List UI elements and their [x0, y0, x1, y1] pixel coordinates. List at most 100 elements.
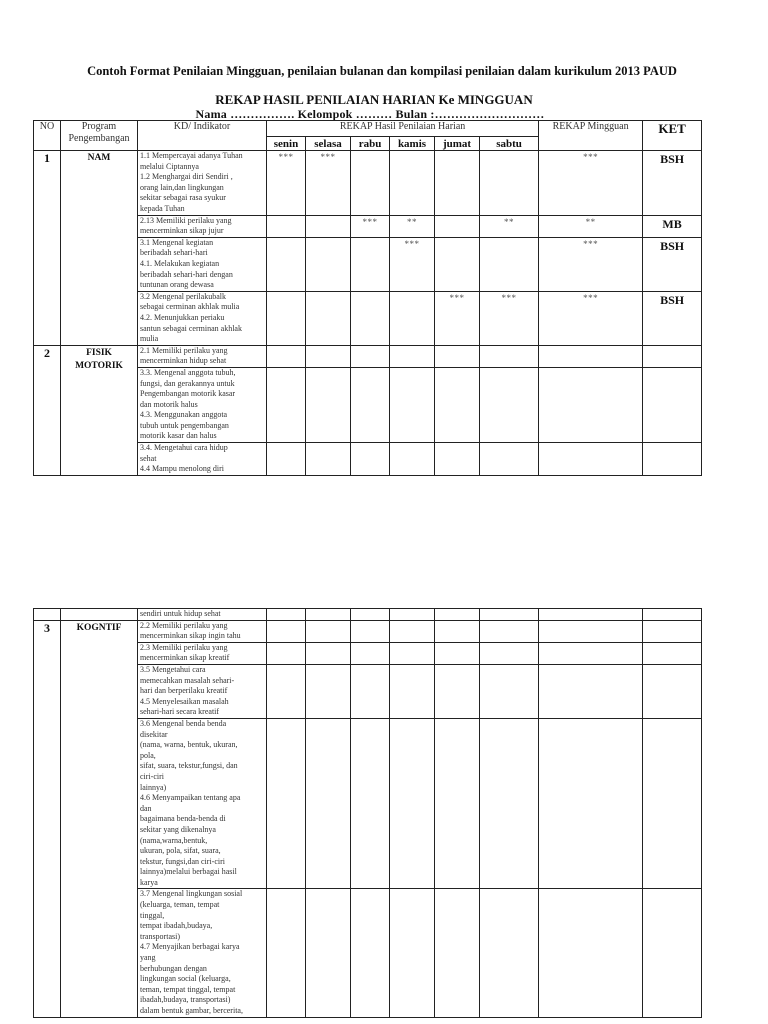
ket-value — [642, 442, 703, 476]
score-kamis: ** — [389, 214, 435, 238]
ket-value — [642, 641, 702, 665]
program-pengembangan: KOGNTIF — [60, 619, 138, 1018]
table-row: 2 FISIK MOTORIK 2.1 Memiliki perilaku yang… — [33, 344, 703, 476]
score-kamis — [389, 366, 435, 444]
table-row: 2.13 Memiliki perilaku yang mencerminkan… — [34, 214, 703, 238]
score-rabu — [350, 888, 390, 1018]
header-day-kamis: kamis — [389, 136, 435, 151]
score-mingguan: *** — [538, 150, 644, 216]
score-rabu — [350, 608, 390, 621]
kd-indikator: 3.5 Mengetahui cara memecahkan masalah s… — [137, 663, 267, 719]
score-sabtu — [478, 442, 540, 476]
kd-indikator: 2.13 Memiliki perilaku yang mencerminkan… — [137, 214, 267, 238]
score-rabu — [350, 641, 390, 665]
header-day-jumat: jumat — [434, 136, 480, 151]
score-jumat — [434, 214, 480, 238]
score-senin: *** — [266, 150, 306, 216]
score-jumat — [434, 442, 480, 476]
rekap-table-page-2: sendiri untuk hidup sehat 3 KOGNTIF 2.2 Mem… — [33, 608, 702, 1018]
score-kamis — [389, 641, 435, 665]
score-rabu — [350, 663, 390, 719]
score-rabu — [350, 366, 390, 444]
row-number: 2 — [33, 344, 61, 476]
score-jumat — [434, 717, 480, 890]
kd-indikator: 2.2 Memiliki perilaku yang mencerminkan … — [137, 619, 267, 643]
table-row: 3.3. Mengenal anggota tubuh, fungsi, dan… — [34, 366, 703, 444]
score-kamis — [389, 344, 435, 368]
score-kamis: *** — [389, 236, 435, 292]
program-pengembangan: FISIK MOTORIK — [60, 344, 138, 476]
document-title: Contoh Format Penilaian Mingguan, penila… — [87, 64, 677, 78]
score-selasa — [305, 641, 351, 665]
score-selasa — [305, 717, 351, 890]
kd-indikator: 3.1 Mengenal kegiatan beribadah sehari-h… — [137, 236, 267, 292]
ket-value: BSH — [642, 236, 703, 292]
rekap-table-page-1: NO Program Pengembangan KD/ Indikator RE… — [33, 120, 703, 476]
score-jumat — [434, 344, 480, 368]
score-senin — [266, 214, 306, 238]
kd-indikator: 2.3 Memiliki perilaku yang mencerminkan … — [137, 641, 267, 665]
score-rabu — [350, 619, 390, 643]
score-kamis — [389, 663, 435, 719]
kd-indikator: 3.6 Mengenal benda benda disekitar (nama… — [137, 717, 267, 890]
score-mingguan — [538, 663, 643, 719]
header-kd-indikator: KD/ Indikator — [137, 120, 267, 151]
score-rabu — [350, 442, 390, 476]
program-pengembangan: NAM — [60, 150, 138, 346]
score-mingguan: ** — [538, 214, 644, 238]
score-sabtu — [478, 344, 540, 368]
score-kamis — [389, 608, 435, 621]
score-mingguan — [538, 641, 643, 665]
kd-indikator: 3.7 Mengenal lingkungan sosial (keluarga… — [137, 888, 267, 1018]
score-kamis — [389, 150, 435, 216]
table-row: 3.1 Mengenal kegiatan beribadah sehari-h… — [34, 236, 703, 292]
score-mingguan — [538, 619, 643, 643]
score-senin — [266, 888, 306, 1018]
score-senin — [266, 717, 306, 890]
row-number: 3 — [33, 619, 61, 1018]
score-senin — [266, 442, 306, 476]
program-pengembangan — [60, 608, 138, 621]
table-row: 3.7 Mengenal lingkungan sosial (keluarga… — [34, 888, 702, 1018]
header-rekap-harian: REKAP Hasil Penilaian Harian — [265, 120, 540, 137]
score-jumat — [434, 888, 480, 1018]
score-senin — [266, 641, 306, 665]
score-selasa — [305, 214, 351, 238]
score-selasa — [305, 888, 351, 1018]
score-sabtu: ** — [478, 214, 540, 238]
score-mingguan — [538, 888, 643, 1018]
score-senin — [266, 619, 306, 643]
kd-indikator: 2.1 Memiliki perilaku yang mencerminkan … — [137, 344, 267, 368]
score-kamis — [389, 290, 435, 346]
score-kamis — [389, 717, 435, 890]
nama-kelompok-bulan-line: Nama ……………. Kelompok ……… Bulan :……………………… — [195, 107, 545, 121]
score-selasa — [305, 619, 351, 643]
score-jumat: *** — [434, 290, 480, 346]
rekap-title: REKAP HASIL PENILAIAN HARIAN Ke MINGGUAN — [215, 92, 533, 107]
header-day-rabu: rabu — [350, 136, 390, 151]
score-rabu — [350, 150, 390, 216]
score-rabu — [350, 344, 390, 368]
score-sabtu — [479, 641, 539, 665]
score-senin — [266, 663, 306, 719]
score-kamis — [389, 442, 435, 476]
table-row: 3.5 Mengetahui cara memecahkan masalah s… — [34, 663, 702, 719]
score-senin — [266, 608, 306, 621]
table-row: 3.2 Mengenal perilakubalk sebagai cermin… — [34, 290, 703, 346]
score-selasa — [305, 442, 351, 476]
ket-value: MB — [642, 214, 703, 238]
score-senin — [266, 366, 306, 444]
score-rabu: *** — [350, 214, 390, 238]
score-sabtu — [478, 150, 540, 216]
score-sabtu — [479, 619, 539, 643]
ket-value: BSH — [642, 290, 703, 346]
table-row: 2.3 Memiliki perilaku yang mencerminkan … — [34, 641, 702, 665]
header-day-senin: senin — [266, 136, 306, 151]
score-selasa — [305, 344, 351, 368]
row-number: 1 — [33, 150, 61, 346]
score-sabtu — [478, 366, 540, 444]
score-mingguan — [538, 717, 643, 890]
score-sabtu — [478, 236, 540, 292]
score-senin — [266, 344, 306, 368]
kd-indikator: 3.2 Mengenal perilakubalk sebagai cermin… — [137, 290, 267, 346]
